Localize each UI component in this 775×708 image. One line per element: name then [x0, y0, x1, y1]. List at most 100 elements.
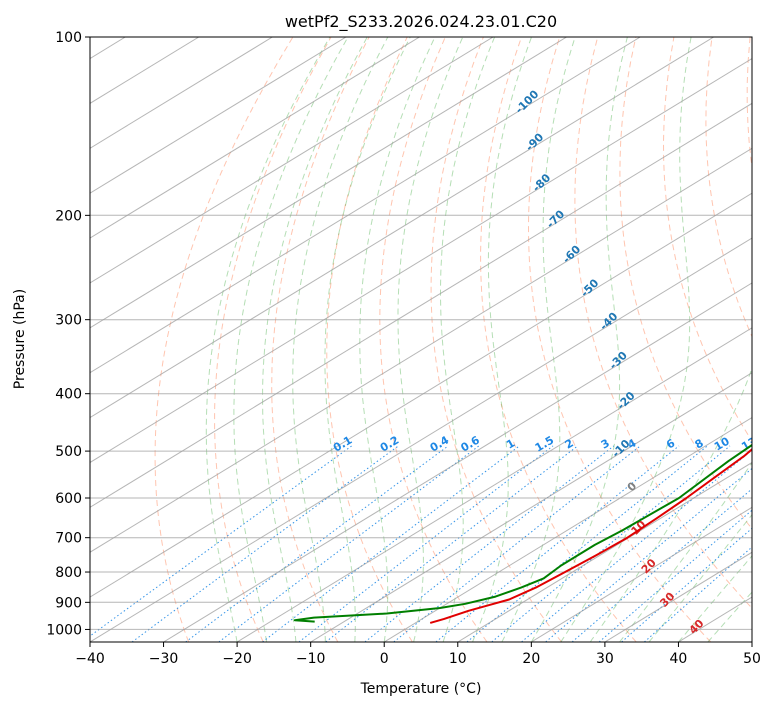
isotherms [90, 37, 752, 642]
mixing-ratio-label: 13 [739, 435, 759, 454]
isotherm-label: -30 [607, 349, 630, 372]
dry-adiabat-line [480, 37, 637, 642]
moist-adiabat-line [261, 37, 368, 642]
moist-adiabat-line [205, 37, 331, 642]
mixing-ratio-label: 2 [563, 437, 576, 452]
isotherm-line [383, 416, 752, 642]
isotherm-line [310, 372, 752, 642]
mixing-ratio-line [598, 509, 752, 642]
moist-adiabat-line [359, 37, 436, 642]
isotherm-line [90, 37, 273, 149]
mixing-ratio-line [131, 445, 399, 642]
isotherm-label: -20 [614, 389, 637, 412]
isotherm-line [90, 37, 714, 419]
y-axis: 1000 900 800 700 600 500 400 300 200 100 [46, 30, 90, 638]
isotherm-line [678, 596, 752, 642]
y-tick-label: 500 [55, 444, 82, 460]
temperature-profile [429, 447, 752, 624]
moist-adiabat-line [678, 555, 752, 642]
moist-adiabat-line [530, 37, 628, 642]
y-tick-label: 700 [55, 531, 82, 547]
moist-adiabat-line [292, 37, 389, 642]
isotherm-label: -100 [513, 87, 542, 116]
y-tick-label: 400 [55, 387, 82, 403]
dry-adiabat-line [574, 37, 752, 609]
chart-title: wetPf2_S233.2026.024.23.01.C20 [285, 12, 557, 32]
y-tick-label: 200 [55, 208, 82, 224]
mixing-ratio-label: 16 [761, 434, 775, 453]
isotherm-line [90, 37, 641, 374]
moist-adiabat-line [233, 37, 349, 642]
dry-adiabat-line [326, 37, 413, 642]
isotherm-label: -90 [523, 130, 546, 153]
mixing-ratio-line [571, 488, 752, 642]
isotherm-label: 30 [657, 590, 677, 610]
x-tick-label: −30 [149, 651, 179, 667]
isotherm-line [604, 551, 752, 642]
x-tick-label: −20 [222, 651, 252, 667]
plot-frame [89, 36, 753, 643]
mixing-ratio-line [435, 445, 680, 642]
mixing-ratio-line [218, 445, 480, 642]
y-tick-label: 100 [55, 30, 82, 46]
isotherm-line [163, 282, 752, 642]
moist-adiabat-line [560, 37, 692, 642]
dry-adiabat-line [430, 37, 562, 642]
mixing-ratio-line [643, 546, 752, 642]
isotherm-label: -50 [578, 276, 601, 299]
x-axis-label: Temperature (°C) [360, 681, 482, 697]
isotherm-line [751, 641, 752, 642]
mixing-ratio-line [393, 445, 641, 642]
isotherm-line [90, 57, 752, 464]
y-axis-label: Pressure (hPa) [12, 289, 28, 389]
isotherm-line [90, 237, 752, 642]
isotherm-label: 20 [639, 556, 659, 576]
isotherm-line [90, 37, 347, 194]
x-tick-label: 40 [670, 651, 688, 667]
dry-adiabat-line [214, 37, 332, 642]
dry-adiabats [154, 37, 752, 642]
y-tick-label: 1000 [46, 622, 82, 638]
mixing-ratio-line [364, 445, 615, 642]
dry-adiabat-line [379, 37, 488, 642]
isotherm-label: 0 [625, 479, 640, 494]
isotherm-line [90, 37, 567, 329]
mixing-ratio-line [325, 445, 579, 642]
isotherm-line [90, 37, 420, 239]
profile-series [293, 443, 752, 624]
dry-adiabat-line [271, 37, 370, 642]
x-tick-label: 0 [380, 651, 389, 667]
mixing-ratio-lines [90, 445, 752, 642]
mixing-ratio-label: 1 [504, 437, 517, 452]
moist-adiabat-line [619, 461, 752, 642]
mixing-ratio-line [545, 467, 752, 642]
x-tick-label: 10 [449, 651, 467, 667]
mixing-ratio-line [262, 445, 520, 642]
y-tick-label: 300 [55, 313, 82, 329]
isotherm-line [90, 192, 752, 598]
isotherm-line [90, 147, 752, 553]
dry-adiabat-line [527, 37, 712, 642]
dry-adiabat-line [619, 37, 752, 530]
moist-adiabat-line [589, 367, 752, 642]
moist-adiabat-line [440, 37, 496, 642]
x-tick-label: 30 [596, 651, 614, 667]
mixing-ratio-line [621, 527, 752, 642]
isotherm-label: -80 [530, 171, 553, 194]
moist-adiabat-line [397, 37, 464, 642]
isotherm-line [90, 102, 752, 508]
dewpoint-profile [293, 443, 752, 623]
y-tick-label: 900 [55, 595, 82, 611]
mixing-ratio-line [298, 445, 554, 642]
mixing-ratio-line [185, 445, 449, 642]
moist-adiabat-line [472, 37, 532, 642]
x-tick-label: 50 [743, 651, 761, 667]
x-tick-label: −40 [75, 651, 105, 667]
mixing-ratio-line [90, 445, 352, 637]
x-tick-label: 20 [522, 651, 540, 667]
isotherm-label: -60 [560, 242, 583, 265]
isotherm-line [236, 327, 752, 642]
x-tick-label: −10 [296, 651, 326, 667]
isotherm-line [457, 461, 752, 642]
